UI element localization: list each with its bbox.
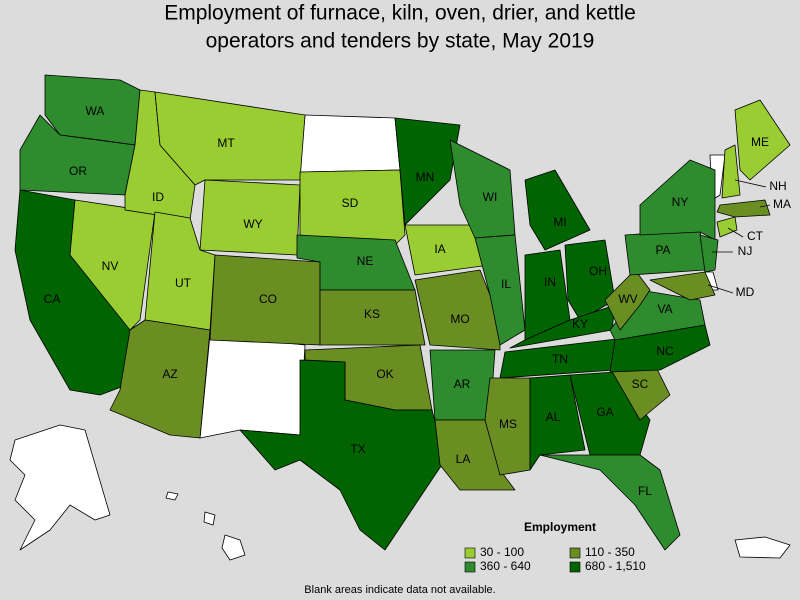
- state: [524, 169, 591, 251]
- legend-label: 110 - 350: [585, 545, 635, 559]
- state-label: OR: [69, 164, 87, 178]
- state: [239, 359, 446, 551]
- state-label: GA: [596, 405, 613, 419]
- legend-title: Employment: [524, 520, 596, 534]
- state-blank: [203, 511, 216, 526]
- state-blank: [299, 114, 401, 173]
- state-label: IA: [434, 242, 445, 256]
- state-label: AR: [454, 377, 471, 391]
- state-label: VA: [657, 302, 672, 316]
- state: [319, 289, 426, 346]
- state-label: NC: [656, 344, 674, 358]
- state-label: CA: [44, 292, 61, 306]
- state-label: OK: [376, 367, 393, 381]
- state: [109, 319, 211, 439]
- state-label: MI: [553, 215, 566, 229]
- state-label: MO: [450, 312, 469, 326]
- state: [394, 117, 461, 226]
- state: [734, 99, 791, 181]
- legend-label: 30 - 100: [480, 545, 524, 559]
- state-label: MA: [773, 197, 791, 211]
- legend-swatch: [464, 561, 476, 573]
- state-label: IL: [501, 277, 511, 291]
- state-blank: [165, 491, 179, 501]
- state-label: NY: [672, 195, 689, 209]
- leader-line: [759, 204, 771, 208]
- state-label: MT: [217, 136, 235, 150]
- state-label: SD: [342, 196, 359, 210]
- state-label: MD: [736, 285, 755, 299]
- state: [474, 234, 526, 346]
- state-label: OH: [589, 264, 607, 278]
- state-label: KS: [364, 307, 380, 321]
- state-label: ID: [152, 190, 164, 204]
- state-label: CT: [747, 229, 764, 243]
- state-label: MN: [416, 170, 435, 184]
- state-blank: [734, 536, 791, 559]
- state: [529, 374, 586, 471]
- state-label: TX: [350, 442, 365, 456]
- leader-line: [727, 227, 744, 238]
- legend-swatch: [569, 561, 581, 573]
- note: Blank areas indicate data not available.: [304, 584, 495, 596]
- state-label: AZ: [162, 367, 177, 381]
- legend-swatch: [464, 547, 476, 559]
- state: [539, 454, 681, 551]
- state-label: MS: [499, 417, 517, 431]
- state: [699, 234, 719, 273]
- state-label: ME: [751, 135, 769, 149]
- state-label: WV: [618, 292, 637, 306]
- leader-line: [707, 284, 734, 294]
- legend: 30 - 100 110 - 350 360 - 640 680 - 1,510: [464, 545, 646, 573]
- title: Employment of furnace, kiln, oven, drier…: [164, 2, 636, 25]
- state-label: KY: [572, 317, 588, 331]
- state-label: CO: [259, 292, 277, 306]
- state-label: UT: [175, 276, 192, 290]
- state-label: WY: [243, 217, 262, 231]
- state: [564, 239, 616, 321]
- states: WA OR CA NV ID MT WY UT CO AZ SD NE KS OK TX MN IA MO AR LA…: [14, 74, 791, 551]
- state-label: SC: [632, 377, 649, 391]
- state: [649, 271, 716, 301]
- legend-label: 680 - 1,510: [585, 559, 646, 573]
- state-label: IN: [544, 275, 556, 289]
- state-label: WA: [86, 104, 105, 118]
- state: [299, 169, 406, 246]
- state: [716, 216, 738, 238]
- state: [484, 377, 531, 476]
- state-blank: [221, 534, 246, 561]
- state: [449, 139, 516, 239]
- legend-swatch: [569, 547, 581, 559]
- state: [721, 144, 741, 199]
- state: [716, 199, 771, 218]
- state-label: AL: [546, 410, 561, 424]
- state-blank: [9, 424, 111, 551]
- blank-states: [9, 114, 791, 561]
- state-label: NH: [769, 179, 786, 193]
- state-label: WI: [483, 190, 498, 204]
- state-blank: [199, 334, 306, 439]
- state-label: FL: [638, 484, 652, 498]
- state-label: PA: [655, 243, 670, 257]
- state-label: NE: [357, 254, 374, 268]
- state-label: NV: [102, 259, 119, 273]
- title: operators and tenders by state, May 2019: [206, 30, 595, 53]
- legend-label: 360 - 640: [480, 559, 531, 573]
- state-label: LA: [456, 452, 471, 466]
- leader-line: [734, 179, 767, 188]
- state-label: NJ: [738, 244, 753, 258]
- state-label: TN: [552, 352, 568, 366]
